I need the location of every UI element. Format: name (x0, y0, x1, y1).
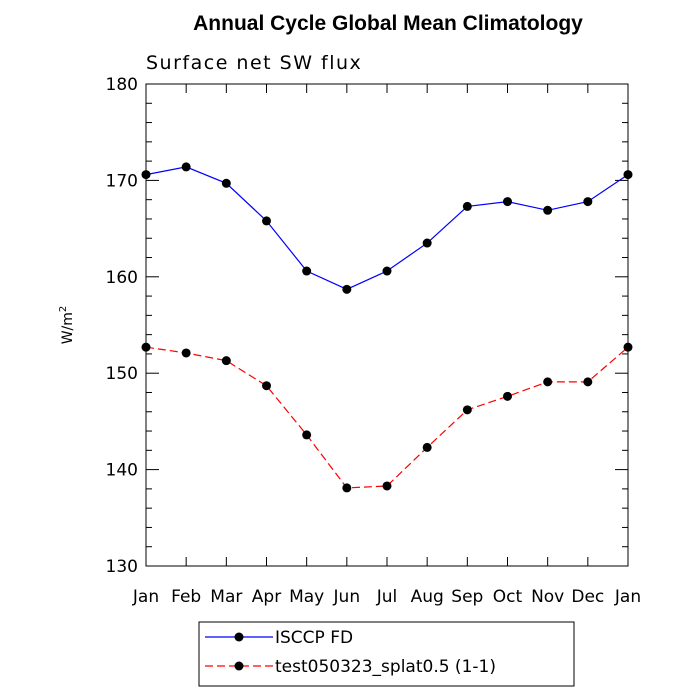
data-point (623, 170, 633, 180)
data-point (543, 377, 553, 387)
y-axis-label: W/m2 (58, 306, 76, 345)
data-point (422, 442, 432, 452)
y-axis-label-text: W/m (60, 312, 76, 344)
x-tick-label: Jun (333, 587, 361, 607)
x-tick-label: Feb (171, 587, 201, 607)
chart-title: Annual Cycle Global Mean Climatology (193, 12, 583, 35)
legend-marker (234, 661, 244, 671)
data-point (302, 430, 312, 440)
y-tick-label: 140 (106, 461, 138, 481)
x-tick-label: Dec (571, 587, 604, 607)
data-point (262, 381, 271, 391)
data-point (503, 197, 512, 207)
data-point (422, 238, 432, 248)
legend-label: test050323_splat0.5 (1-1) (275, 657, 496, 677)
data-point (543, 205, 553, 215)
y-tick-label: 170 (106, 171, 138, 191)
y-tick-label: 130 (106, 557, 138, 577)
data-point (503, 391, 512, 401)
data-point (262, 216, 271, 226)
data-point (141, 170, 151, 180)
x-tick-label: Aug (411, 587, 444, 607)
x-tick-label: Nov (531, 587, 564, 607)
legend-box (198, 621, 575, 687)
chart-subtitle: Surface net SW flux (146, 52, 362, 74)
x-tick-label: Apr (252, 587, 281, 607)
data-point (342, 284, 352, 294)
data-point (623, 342, 633, 352)
data-point (141, 342, 151, 352)
data-point (583, 377, 593, 387)
x-tick-label: Jan (614, 587, 641, 607)
data-point (382, 481, 392, 491)
x-tick-label: Oct (493, 587, 523, 607)
x-tick-label: Jan (132, 587, 159, 607)
x-tick-label: Sep (451, 587, 483, 607)
y-axis-label-superscript: 2 (58, 306, 69, 312)
data-point (583, 197, 593, 207)
series-2 (141, 342, 633, 493)
y-axis: 130 140 150 160 170 180 (106, 75, 628, 577)
series-1 (141, 162, 633, 294)
data-point (221, 178, 231, 188)
y-tick-label: 180 (106, 75, 138, 95)
data-point (462, 201, 472, 211)
plot-frame (145, 83, 629, 567)
data-point (181, 162, 191, 172)
data-point (342, 483, 352, 493)
x-tick-label: Jul (376, 587, 398, 607)
data-point (221, 356, 231, 366)
x-axis: Jan Feb Mar Apr May Jun Jul Aug Sep Oct Nov Dec Jan (132, 84, 641, 607)
y-tick-label: 150 (106, 364, 138, 384)
legend-marker (234, 632, 244, 642)
data-point (181, 348, 191, 358)
data-point (462, 405, 472, 415)
data-point (302, 266, 312, 276)
legend: ISCCP FD test050323_splat0.5 (1-1) (198, 621, 575, 687)
series-line (145, 346, 629, 489)
plot-area (145, 83, 629, 567)
x-tick-label: May (289, 587, 324, 607)
x-tick-label: Mar (210, 587, 242, 607)
y-tick-label: 160 (106, 268, 138, 288)
series-layer (141, 162, 633, 493)
legend-label: ISCCP FD (275, 628, 353, 648)
data-point (382, 266, 392, 276)
